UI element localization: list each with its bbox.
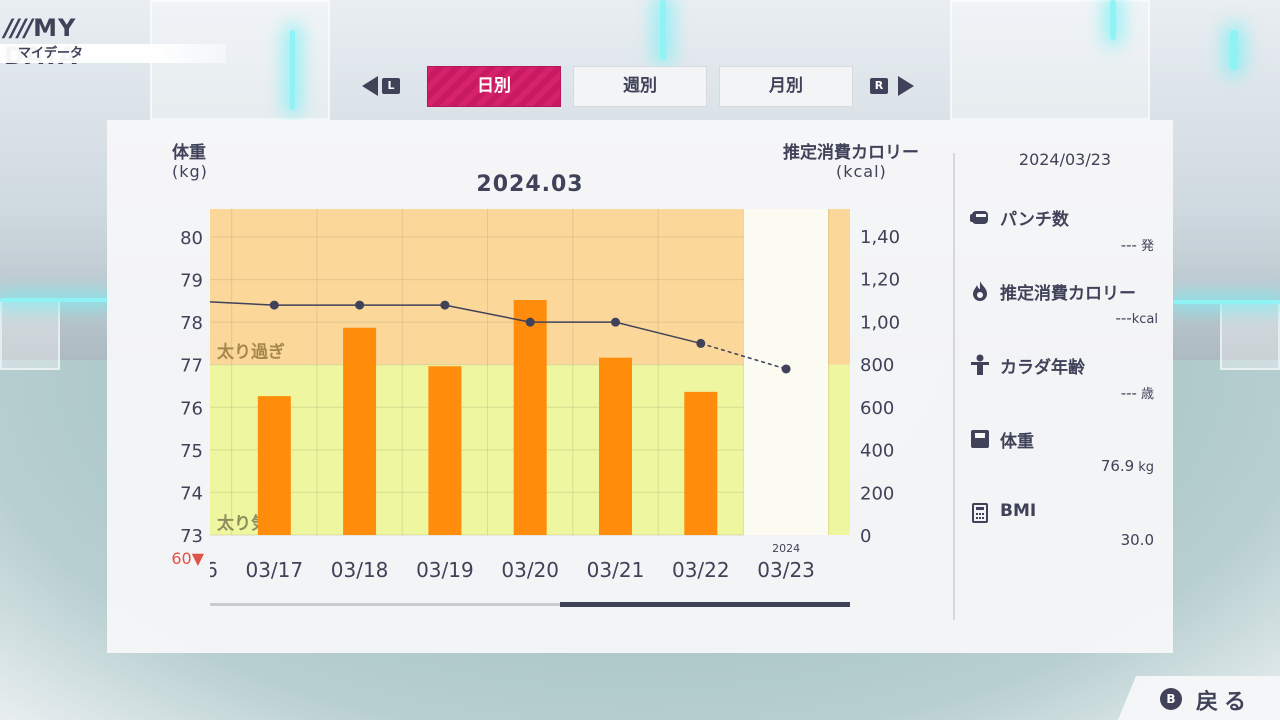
weight-calorie-chart[interactable]: 太り過ぎ太り気味737475767778798002004006008001,0… (160, 205, 900, 615)
weight-point (269, 300, 279, 310)
x-tick-label: 03/23 (757, 558, 815, 582)
panel-divider (953, 153, 955, 620)
left-tick-label: 75 (180, 441, 203, 462)
axis-min-marker: 60▼ (171, 549, 204, 568)
zone-label: 太り過ぎ (217, 342, 285, 363)
calorie-bar (257, 396, 291, 535)
stat-weight: 体重 76.9 kg (968, 427, 1158, 487)
left-tick-label: 78 (180, 313, 203, 334)
weight-point (440, 300, 450, 310)
right-tick-label: 1,200 (860, 270, 900, 291)
x-tick-label: 03/21 (587, 558, 645, 582)
calorie-bar (684, 391, 718, 535)
left-axis-unit: (kg) (172, 162, 208, 181)
calorie-bar (599, 357, 632, 535)
left-tick-label: 74 (180, 483, 203, 504)
tab-monthly[interactable]: 月別 (719, 66, 853, 107)
stat-label: 体重 (1000, 432, 1034, 452)
back-label: 戻る (1196, 690, 1253, 715)
right-tick-label: 400 (860, 441, 894, 462)
period-tabs: L 日別 週別 月別 R (360, 66, 920, 107)
left-tick-label: 79 (180, 271, 203, 292)
stat-value: 30.0 (1120, 531, 1154, 549)
x-tick-label: 03/20 (501, 558, 559, 582)
chart-period-label: 2024.03 (476, 172, 584, 197)
weight-point (781, 364, 791, 374)
stat-label: BMI (1000, 501, 1037, 521)
right-tick-label: 1,000 (860, 312, 900, 333)
x-tick-label: 03/22 (672, 558, 730, 582)
b-button-icon: B (1160, 688, 1182, 710)
scroll-thumb[interactable] (560, 602, 850, 607)
stat-value: ---kcal (1115, 309, 1158, 327)
scroll-track (210, 603, 850, 606)
back-button[interactable]: B 戻る (1118, 676, 1280, 720)
left-tick-label: 73 (180, 526, 203, 547)
r-button-icon: R (870, 78, 888, 94)
selected-date: 2024/03/23 (1018, 150, 1112, 169)
page-subtitle: マイデータ (0, 44, 226, 63)
stat-value: --- 発 (1120, 236, 1154, 254)
calorie-bar (428, 366, 462, 535)
stat-value: 76.9 kg (1100, 457, 1154, 475)
weight-point (355, 300, 365, 310)
stat-punch-count: パンチ数 --- 発 (968, 205, 1158, 265)
right-tick-label: 800 (860, 355, 894, 376)
x-year-label: 2024 (772, 542, 800, 555)
right-tick-label: 1,400 (860, 227, 900, 248)
tab-weekly[interactable]: 週別 (573, 66, 707, 107)
zone-band (828, 364, 850, 535)
x-tick-label: 03/17 (245, 558, 303, 582)
right-axis-title: 推定消費カロリー (783, 143, 919, 163)
stat-label: 推定消費カロリー (1000, 284, 1136, 304)
right-tick-label: 200 (860, 483, 894, 504)
calculator-icon (972, 503, 988, 523)
tab-daily[interactable]: 日別 (427, 66, 561, 107)
chevron-right-icon (898, 76, 914, 96)
left-tick-label: 76 (180, 398, 203, 419)
stat-label: カラダ年齢 (1000, 358, 1085, 378)
zone-band (828, 209, 850, 365)
flame-icon (973, 281, 987, 301)
calorie-bar (343, 327, 377, 535)
scale-icon (971, 430, 989, 448)
chevron-left-icon (362, 76, 378, 96)
x-tick-label: 03/19 (416, 558, 474, 582)
left-tick-label: 77 (180, 356, 203, 377)
stat-calories: 推定消費カロリー ---kcal (968, 279, 1158, 339)
weight-point (696, 338, 706, 348)
weight-point (611, 317, 620, 327)
l-button-icon: L (382, 78, 400, 94)
calorie-bar (513, 300, 547, 535)
stat-body-age: カラダ年齢 --- 歳 (968, 353, 1158, 413)
left-tick-label: 80 (180, 228, 203, 249)
right-tick-label: 0 (860, 526, 871, 547)
body-icon (971, 354, 989, 375)
zone-band (210, 364, 744, 535)
stat-value: --- 歳 (1120, 384, 1154, 402)
x-tick-label: 03/16 (160, 558, 218, 582)
right-axis-unit: (kcal) (836, 162, 887, 181)
page-title: ////MY DATA (4, 14, 77, 70)
x-tick-label: 03/18 (331, 558, 389, 582)
punch-icon (970, 211, 988, 224)
left-axis-title: 体重 (172, 143, 206, 163)
zone-band (210, 209, 744, 365)
weight-projection-line (700, 342, 787, 370)
stat-bmi: BMI 30.0 (968, 501, 1158, 561)
weight-point (525, 317, 535, 327)
stat-label: パンチ数 (1000, 210, 1069, 230)
right-tick-label: 600 (860, 398, 894, 419)
